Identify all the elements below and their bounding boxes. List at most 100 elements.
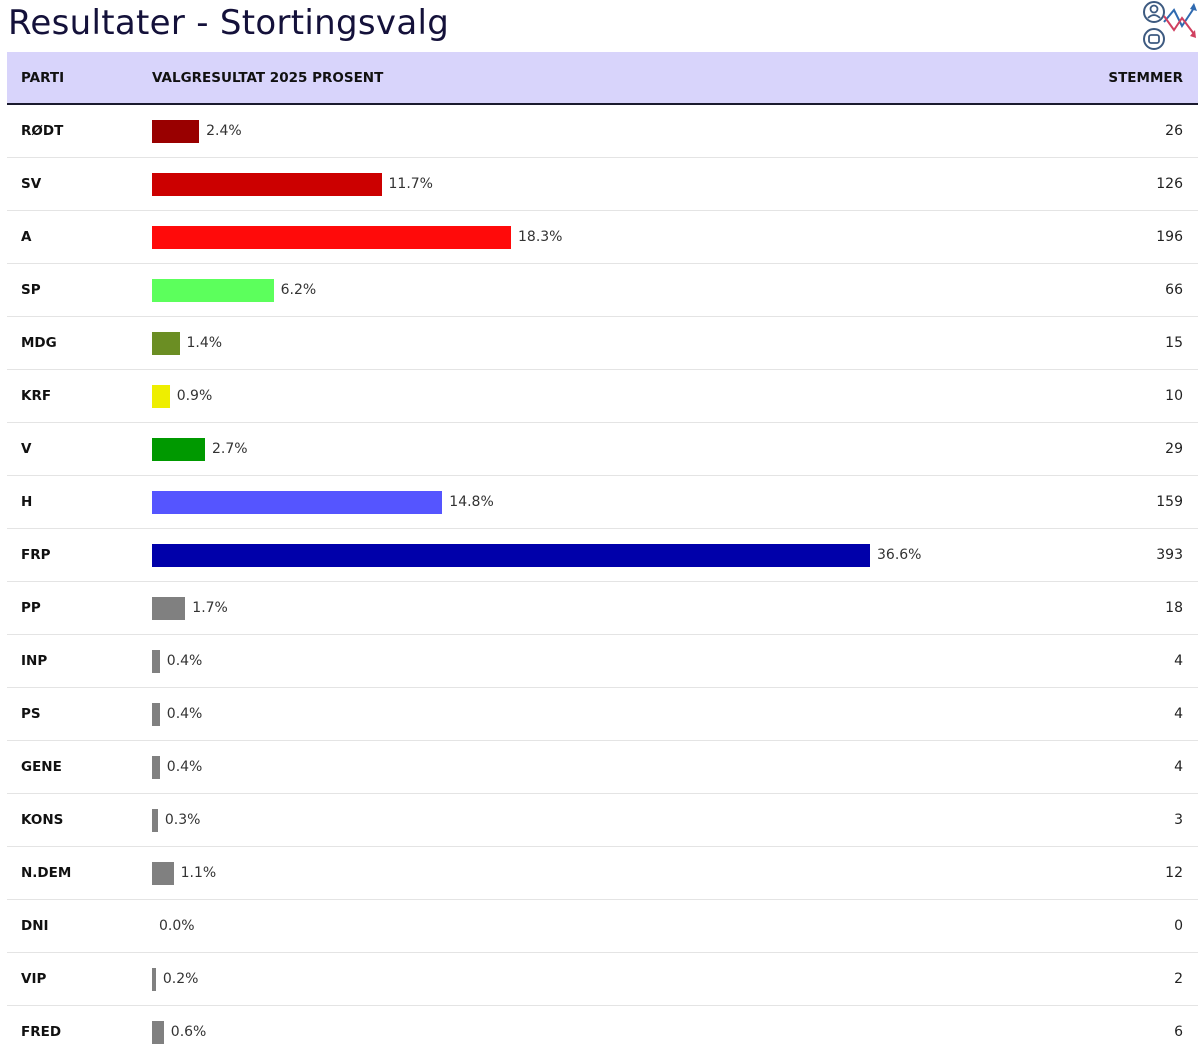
logo-icon (1143, 1, 1197, 50)
bar (152, 490, 443, 514)
header-party[interactable]: PARTI (7, 52, 152, 105)
bar-wrapper: 6.2% (152, 278, 1058, 302)
bar (152, 172, 382, 196)
table-header-row: PARTI VALGRESULTAT 2025 PROSENT STEMMER (7, 52, 1198, 105)
party-name: H (7, 475, 152, 529)
bar-wrapper: 1.1% (152, 861, 1058, 885)
result-cell: 0.3% (152, 793, 1058, 847)
percent-label: 0.6% (170, 1024, 207, 1040)
bar (152, 861, 174, 885)
table-row: PS 0.4% 4 (7, 687, 1198, 741)
bar-wrapper: 0.0% (152, 914, 1058, 938)
percent-label: 14.8% (449, 494, 494, 510)
bar (152, 596, 186, 620)
party-name: PS (7, 687, 152, 741)
result-cell: 2.4% (152, 104, 1058, 158)
party-name: PP (7, 581, 152, 635)
party-name: A (7, 210, 152, 264)
table-row: KRF 0.9% 10 (7, 369, 1198, 423)
bar-wrapper: 0.2% (152, 967, 1058, 991)
bar-wrapper: 2.7% (152, 437, 1058, 461)
result-cell: 2.7% (152, 422, 1058, 476)
votes-value: 18 (1058, 581, 1198, 635)
votes-value: 393 (1058, 528, 1198, 582)
percent-label: 1.1% (180, 865, 217, 881)
table-row: MDG 1.4% 15 (7, 316, 1198, 370)
percent-label: 0.4% (166, 653, 203, 669)
table-row: FRED 0.6% 6 (7, 1006, 1198, 1059)
percent-label: 1.7% (192, 600, 228, 616)
table-row: H 14.8% 159 (7, 475, 1198, 529)
table-row: SP 6.2% 66 (7, 263, 1198, 317)
bar (152, 437, 205, 461)
votes-value: 2 (1058, 952, 1198, 1006)
table-row: SV 11.7% 126 (7, 157, 1198, 211)
table-row: KONS 0.3% 3 (7, 793, 1198, 847)
percent-label: 0.0% (159, 918, 195, 934)
votes-value: 126 (1058, 157, 1198, 211)
result-cell: 11.7% (152, 157, 1058, 211)
votes-value: 4 (1058, 634, 1198, 688)
result-cell: 0.4% (152, 740, 1058, 794)
percent-label: 0.2% (162, 971, 199, 987)
party-name: FRED (21, 1024, 62, 1040)
votes-value: 196 (1058, 210, 1198, 264)
percent-label: 0.4% (166, 706, 203, 722)
bar (152, 225, 511, 249)
bar-wrapper: 1.7% (152, 596, 1058, 620)
result-cell: 0.4% (152, 634, 1058, 688)
party-name: SV (7, 157, 152, 211)
party-name: MDG (7, 316, 152, 370)
bar-wrapper: 0.4% (152, 755, 1058, 779)
bar (152, 543, 870, 567)
bar-wrapper: 18.3% (152, 225, 1058, 249)
votes-value: 29 (1058, 422, 1198, 476)
bar (152, 384, 170, 408)
percent-label: 0.3% (164, 812, 201, 828)
party-name: GENE (7, 740, 152, 794)
party-name: V (7, 422, 152, 476)
percent-label: 18.3% (518, 229, 563, 245)
bar (152, 702, 160, 726)
percent-label: 2.7% (212, 441, 248, 457)
bar-wrapper: 0.6% (152, 1020, 1058, 1044)
result-cell: 0.6% (152, 1006, 1058, 1059)
bar (152, 331, 180, 355)
votes-value: 4 (1058, 740, 1198, 794)
page-title: Resultater - Stortingsvalg (8, 3, 450, 43)
percent-label: 36.6% (877, 547, 922, 563)
party-name: VIP (7, 952, 152, 1006)
results-table-container: PARTI VALGRESULTAT 2025 PROSENT STEMMER … (7, 52, 1198, 1058)
result-cell: 0.9% (152, 369, 1058, 423)
percent-label: 2.4% (206, 123, 242, 139)
bar-wrapper: 0.9% (152, 384, 1058, 408)
table-body: RØDT 2.4% 26 SV 11.7% 126 A 18.3% 196 SP 6.2% 66 MDG… (7, 104, 1198, 1058)
bar (152, 755, 160, 779)
bar (152, 119, 200, 143)
party-name: DNI (7, 899, 152, 953)
result-cell: 1.4% (152, 316, 1058, 370)
bar-wrapper: 36.6% (152, 543, 1058, 567)
votes-value: 66 (1058, 263, 1198, 317)
bar (152, 649, 160, 673)
party-name: N.DEM (7, 846, 152, 900)
party-name: INP (7, 634, 152, 688)
table-row: INP 0.4% 4 (7, 634, 1198, 688)
bar-wrapper: 11.7% (152, 172, 1058, 196)
bar-wrapper: 2.4% (152, 119, 1058, 143)
table-row: GENE 0.4% 4 (7, 740, 1198, 794)
result-cell: 36.6% (152, 528, 1058, 582)
party-name: SP (7, 263, 152, 317)
result-cell: 0.2% (152, 952, 1058, 1006)
bar (152, 808, 158, 832)
header-votes[interactable]: STEMMER (1058, 52, 1198, 105)
result-cell: 14.8% (152, 475, 1058, 529)
table-row: PP 1.7% 18 (7, 581, 1198, 635)
party-name: FRP (7, 528, 152, 582)
party-name: KRF (7, 369, 152, 423)
table-row: N.DEM 1.1% 12 (7, 846, 1198, 900)
result-cell: 6.2% (152, 263, 1058, 317)
percent-label: 0.9% (176, 388, 213, 404)
votes-value: 6 (1174, 1024, 1183, 1040)
header-result[interactable]: VALGRESULTAT 2025 PROSENT (152, 52, 1058, 105)
